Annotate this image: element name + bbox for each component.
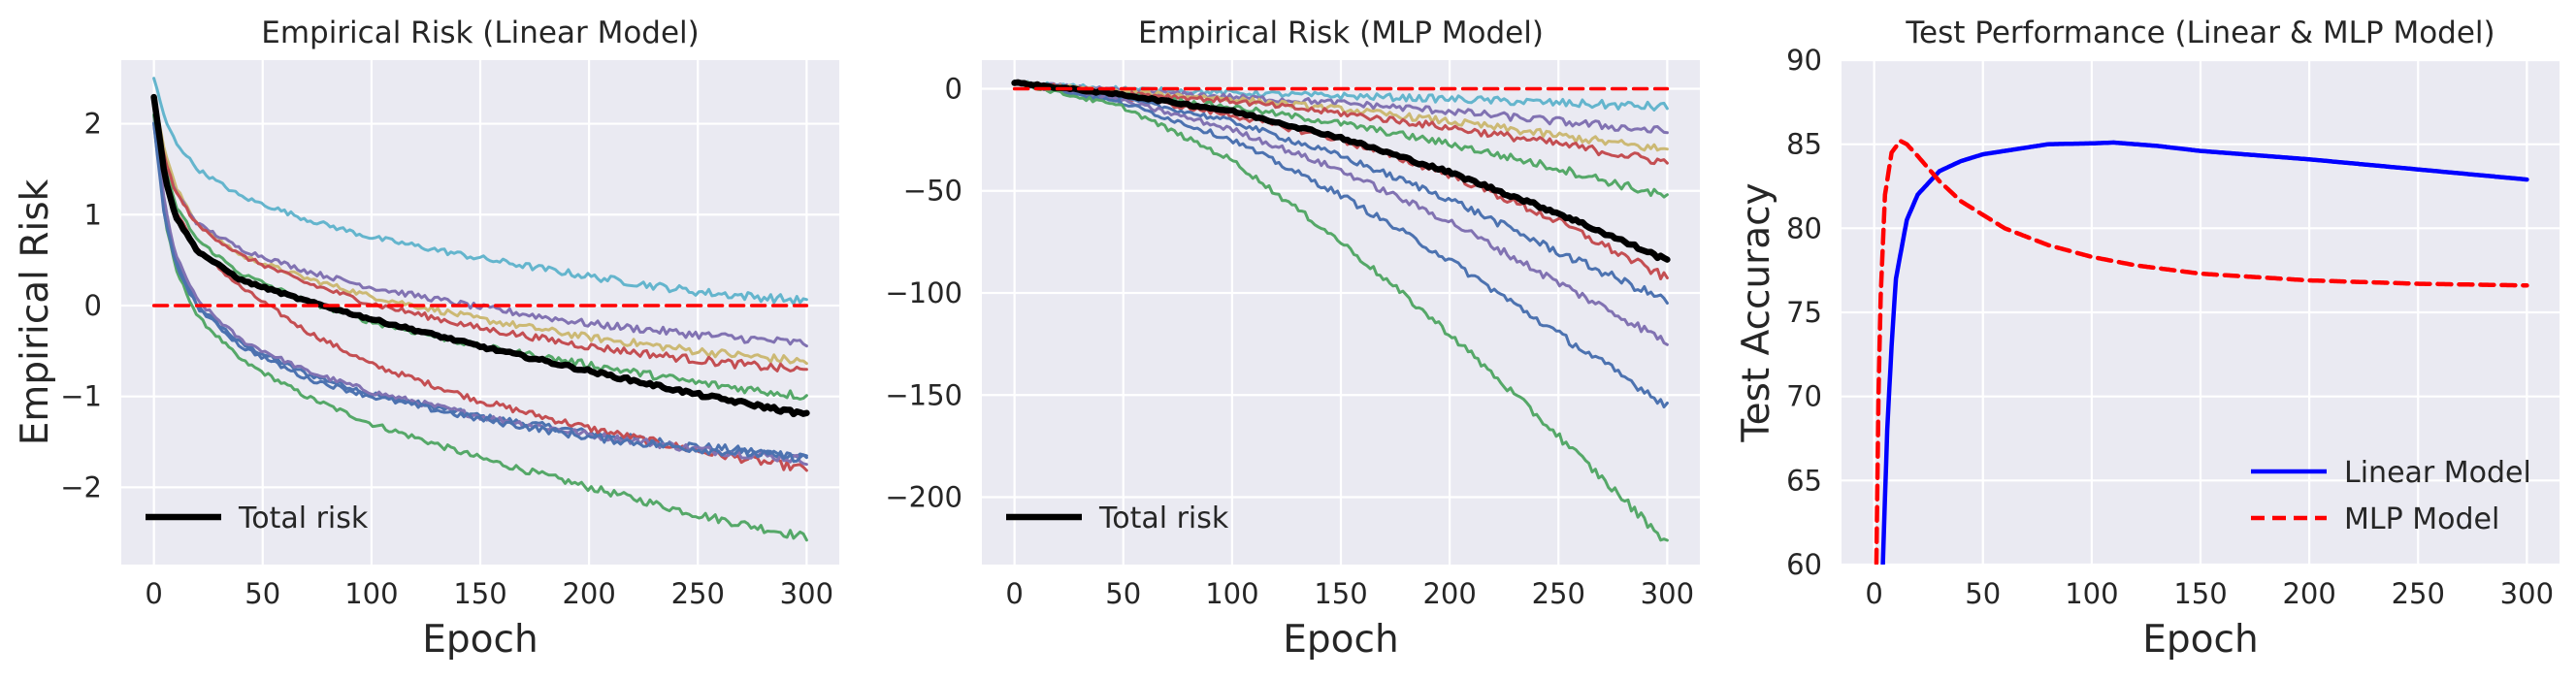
y-axis-label: Test Accuracy xyxy=(1735,182,1778,442)
series-total-risk-line xyxy=(1011,79,1671,263)
chart-panel-2: 0 50 100 150 200 250 300 −200 −150 −100 −50 0 Empiri… xyxy=(885,16,1700,662)
series-mlp-model-line xyxy=(1874,138,2529,565)
y-tick-label: 1 xyxy=(84,198,102,231)
y-tick-label: 90 xyxy=(1786,44,1822,77)
grid-lines xyxy=(1842,58,2560,567)
x-tick-label: 100 xyxy=(344,577,398,610)
legend-label: Total risk xyxy=(238,502,369,535)
series-linear-model-line xyxy=(1880,140,2529,565)
y-tick-label: 75 xyxy=(1786,296,1822,329)
y-tick-label: −100 xyxy=(885,276,962,309)
x-tick-label: 200 xyxy=(562,577,615,610)
y-tick-label: 2 xyxy=(84,108,102,141)
series-class-8-line xyxy=(152,105,808,372)
x-tick-label: 0 xyxy=(145,577,162,610)
x-tick-label: 100 xyxy=(2065,577,2118,610)
series-group xyxy=(150,77,810,542)
x-tick-label: 150 xyxy=(1314,577,1367,610)
series-class-6-line xyxy=(152,77,808,306)
series-group xyxy=(1874,138,2529,565)
x-tick-label: 50 xyxy=(1105,577,1141,610)
x-tick-label: 50 xyxy=(245,577,280,610)
series-total-risk-line xyxy=(150,93,810,418)
x-tick-label: 300 xyxy=(1641,577,1694,610)
x-axis-label: Epoch xyxy=(1283,618,1398,662)
legend: Total risk xyxy=(1006,502,1229,535)
x-axis-label: Epoch xyxy=(2142,618,2258,662)
legend-label: Total risk xyxy=(1098,502,1229,535)
series-class-9-line xyxy=(152,121,808,464)
chart-panel-3: 0 50 100 150 200 250 300 60 65 70 75 80 85 90 Test Per… xyxy=(1735,16,2560,662)
x-tick-label: 250 xyxy=(671,577,725,610)
x-tick-label: 100 xyxy=(1205,577,1258,610)
x-tick-label: 150 xyxy=(453,577,506,610)
x-tick-label: 200 xyxy=(1422,577,1476,610)
y-tick-label: −50 xyxy=(903,175,962,208)
x-axis-label: Epoch xyxy=(422,618,538,662)
series-class-3-line xyxy=(1013,80,1669,152)
y-tick-label: 70 xyxy=(1786,380,1822,413)
chart-panel-1: 0 50 100 150 200 250 300 −2 −1 0 1 2 Empirical Risk … xyxy=(14,16,839,662)
x-tick-label: 200 xyxy=(2282,577,2335,610)
series-group xyxy=(1011,79,1671,542)
y-axis-label: Empirical Risk xyxy=(14,178,57,445)
chart-title: Empirical Risk (MLP Model) xyxy=(1138,16,1544,50)
chart-title: Empirical Risk (Linear Model) xyxy=(261,16,700,50)
x-tick-label: 300 xyxy=(780,577,833,610)
legend-label: Linear Model xyxy=(2344,456,2531,490)
y-tick-label: 80 xyxy=(1786,211,1822,244)
series-class-8-line xyxy=(1013,81,1669,346)
chart-title: Test Performance (Linear & MLP Model) xyxy=(1905,16,2494,50)
y-tick-label: 85 xyxy=(1786,128,1822,161)
series-class-2-line xyxy=(152,113,808,542)
x-tick-label: 300 xyxy=(2500,577,2554,610)
x-tick-label: 250 xyxy=(1532,577,1585,610)
x-tick-label: 50 xyxy=(1965,577,2001,610)
legend-label: MLP Model xyxy=(2344,502,2499,536)
legend: Linear Model MLP Model xyxy=(2251,456,2531,536)
y-tick-label: 65 xyxy=(1786,464,1822,497)
y-tick-label: 0 xyxy=(84,289,102,322)
x-tick-label: 0 xyxy=(1005,577,1023,610)
y-tick-label: 0 xyxy=(945,72,962,105)
y-tick-label: −150 xyxy=(885,378,962,411)
x-tick-label: 150 xyxy=(2173,577,2227,610)
series-class-7-line xyxy=(152,103,808,348)
y-tick-label: −2 xyxy=(60,470,102,503)
x-tick-label: 0 xyxy=(1865,577,1882,610)
y-tick-label: −200 xyxy=(885,481,962,514)
x-tick-label: 250 xyxy=(2392,577,2445,610)
y-tick-label: 60 xyxy=(1786,548,1822,581)
y-tick-label: −1 xyxy=(60,380,102,413)
series-class-10-line xyxy=(1013,81,1669,542)
legend: Total risk xyxy=(146,502,369,535)
